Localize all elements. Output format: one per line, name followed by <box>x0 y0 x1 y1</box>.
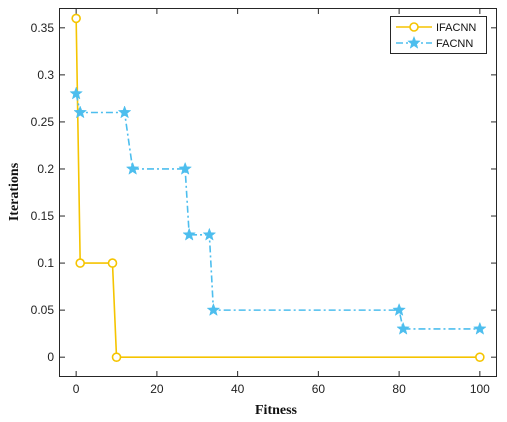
data-point-facnn <box>69 86 84 100</box>
data-point-ifacnn <box>107 258 118 268</box>
y-tick-label: 0.1 <box>37 256 54 270</box>
data-point-ifacnn <box>71 13 81 24</box>
data-point-ifacnn <box>111 352 122 362</box>
legend-box <box>390 16 487 54</box>
series-ifacnn <box>71 13 485 362</box>
y-tick-label: 0.2 <box>37 162 54 176</box>
data-point-facnn <box>125 161 140 175</box>
y-tick-label: 0.3 <box>37 68 54 82</box>
legend-marker-ifacnn <box>409 22 419 32</box>
data-point-facnn <box>206 302 221 316</box>
legend-label-facnn: FACNN <box>436 38 473 50</box>
x-tick-label: 100 <box>470 382 490 396</box>
y-axis-title: Iterations <box>7 162 22 221</box>
data-point-facnn <box>396 321 411 335</box>
legend-label-ifacnn: IFACNN <box>436 22 476 34</box>
x-tick-label: 0 <box>73 382 80 396</box>
data-point-facnn <box>472 321 487 335</box>
x-axis-title: Fitness <box>255 403 298 418</box>
x-tick-label: 80 <box>392 382 406 396</box>
data-point-facnn <box>182 227 197 241</box>
legend: IFACNN FACNN <box>390 16 487 54</box>
data-point-ifacnn <box>75 258 85 268</box>
legend-marker-facnn <box>407 35 421 49</box>
axis-ticks: 0 20 40 60 80 100 0 0.05 0.1 0.15 0.2 0.25 0.3 0.35 <box>31 9 496 396</box>
y-tick-label: 0.25 <box>31 115 55 129</box>
x-tick-label: 40 <box>231 382 245 396</box>
series-facnn <box>69 86 487 335</box>
x-tick-label: 20 <box>150 382 164 396</box>
data-point-facnn <box>202 227 217 241</box>
y-tick-label: 0.35 <box>31 21 55 35</box>
y-tick-label: 0.05 <box>31 303 55 317</box>
series-layer <box>69 13 487 362</box>
plot-area-frame <box>59 8 497 377</box>
data-point-facnn <box>117 105 132 119</box>
y-tick-label: 0 <box>47 350 54 364</box>
y-tick-label: 0.15 <box>31 209 55 223</box>
legend-marker-symbol-facnn <box>407 35 421 49</box>
data-point-facnn <box>178 161 193 175</box>
series-line-facnn <box>75 93 480 330</box>
x-tick-label: 60 <box>312 382 326 396</box>
data-point-facnn <box>392 302 406 316</box>
legend-marker-symbol-ifacnn <box>409 22 419 32</box>
data-point-ifacnn <box>475 352 485 362</box>
data-point-facnn <box>73 105 88 119</box>
